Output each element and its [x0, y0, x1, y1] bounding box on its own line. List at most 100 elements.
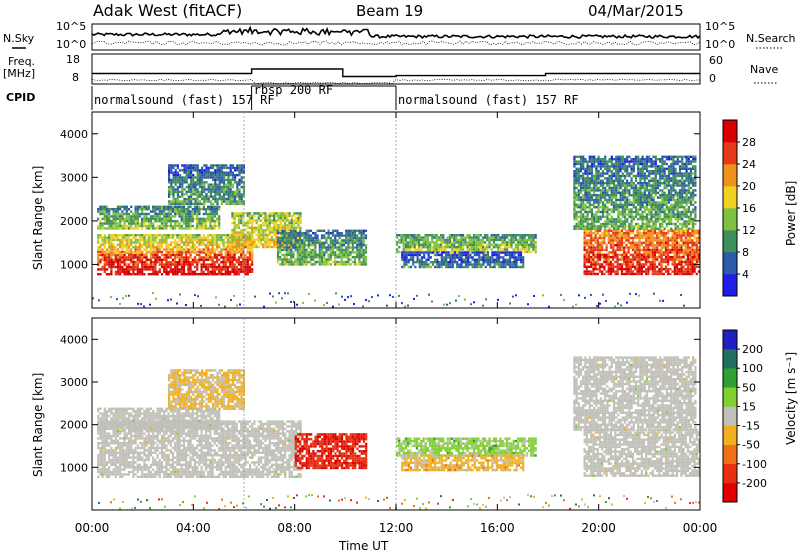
power-cell: [345, 241, 348, 244]
power-cell: [414, 253, 417, 257]
power-cell: [143, 265, 146, 269]
power-cell: [651, 270, 654, 273]
power-cell: [255, 221, 258, 225]
power-cell: [673, 258, 676, 261]
power-cell: [414, 261, 417, 264]
power-cell: [689, 246, 692, 249]
power-cell: [180, 261, 183, 264]
power-cell: [246, 261, 249, 264]
power-cell: [585, 251, 588, 254]
power-cell: [235, 236, 238, 239]
power-cell: [601, 239, 604, 242]
power-cell: [218, 195, 221, 198]
power-cell: [231, 173, 234, 177]
power-cell: [331, 234, 335, 237]
power-cell: [172, 200, 175, 203]
power-cell: [240, 181, 243, 184]
power-cell: [325, 246, 328, 249]
power-cell: [585, 253, 588, 256]
power-cell: [409, 258, 413, 261]
power-cell: [689, 241, 692, 244]
power-cell: [158, 215, 161, 218]
power-cell: [358, 236, 361, 240]
power-cell: [211, 273, 214, 276]
power-cell: [682, 268, 685, 271]
power-cell: [242, 258, 245, 261]
power-cell: [264, 233, 267, 237]
power-cell: [455, 250, 458, 254]
power-cell: [586, 182, 589, 185]
power-cell: [237, 221, 241, 225]
power-cell: [595, 174, 598, 178]
power-cell: [231, 256, 234, 259]
power-cell: [119, 241, 122, 244]
power-cell: [491, 261, 494, 264]
power-cell: [682, 260, 685, 264]
power-cell: [216, 188, 219, 191]
power-cell: [132, 222, 135, 225]
power-cell: [675, 236, 679, 240]
power-cell: [167, 261, 170, 264]
power-cell: [579, 186, 583, 190]
power-cell: [309, 258, 313, 261]
power-cell: [163, 270, 166, 273]
power-cell: [101, 238, 104, 242]
power-cell: [488, 241, 491, 244]
power-cell: [449, 265, 452, 269]
power-cell: [398, 246, 401, 249]
power-cell: [686, 234, 690, 237]
power-cell: [492, 241, 495, 244]
power-cell: [226, 243, 230, 246]
power-cell: [181, 185, 184, 189]
power-cell: [141, 217, 144, 220]
power-cell: [220, 273, 223, 276]
power-cell: [532, 236, 535, 239]
power-cell: [517, 246, 520, 249]
power-cell: [198, 261, 201, 264]
power-cell: [660, 260, 663, 264]
power-cell: [190, 190, 193, 194]
power-cell: [185, 256, 188, 259]
power-cell: [136, 222, 139, 225]
power-cell: [508, 246, 511, 249]
power-cell: [134, 268, 137, 271]
power-cell: [176, 250, 179, 254]
power-cell: [610, 203, 613, 206]
power-cell: [233, 273, 236, 276]
power-cell: [612, 182, 616, 185]
power-cell: [460, 251, 463, 254]
power-cell: [431, 263, 435, 266]
power-cell: [288, 243, 291, 246]
power-cell: [420, 251, 424, 254]
power-cell: [653, 239, 657, 242]
power-cell: [191, 208, 194, 211]
power-cell: [338, 234, 341, 237]
power-cell: [584, 170, 587, 173]
power-cell: [152, 246, 155, 249]
power-cell: [364, 260, 368, 264]
power-cell: [349, 229, 352, 232]
power-cell: [490, 234, 493, 237]
power-cell: [165, 217, 168, 220]
power-cell: [152, 227, 155, 230]
power-cell: [521, 234, 524, 237]
power-cell: [202, 227, 205, 230]
power-cell: [270, 221, 274, 225]
power-cell: [203, 181, 206, 184]
power-cell: [599, 158, 602, 161]
power-cell: [167, 270, 170, 273]
power-cell: [112, 253, 115, 257]
power-cell: [211, 270, 214, 273]
power-cell: [165, 205, 168, 208]
power-cell: [201, 171, 204, 174]
power-cell: [590, 246, 593, 249]
power-cell: [200, 238, 203, 242]
power-cell: [262, 229, 265, 232]
power-cell: [588, 222, 591, 226]
power-cell: [312, 251, 315, 254]
power-cell: [214, 185, 217, 189]
power-cell: [218, 166, 221, 170]
power-cell: [174, 227, 177, 230]
power-cell: [590, 265, 593, 268]
power-cell: [223, 200, 226, 203]
